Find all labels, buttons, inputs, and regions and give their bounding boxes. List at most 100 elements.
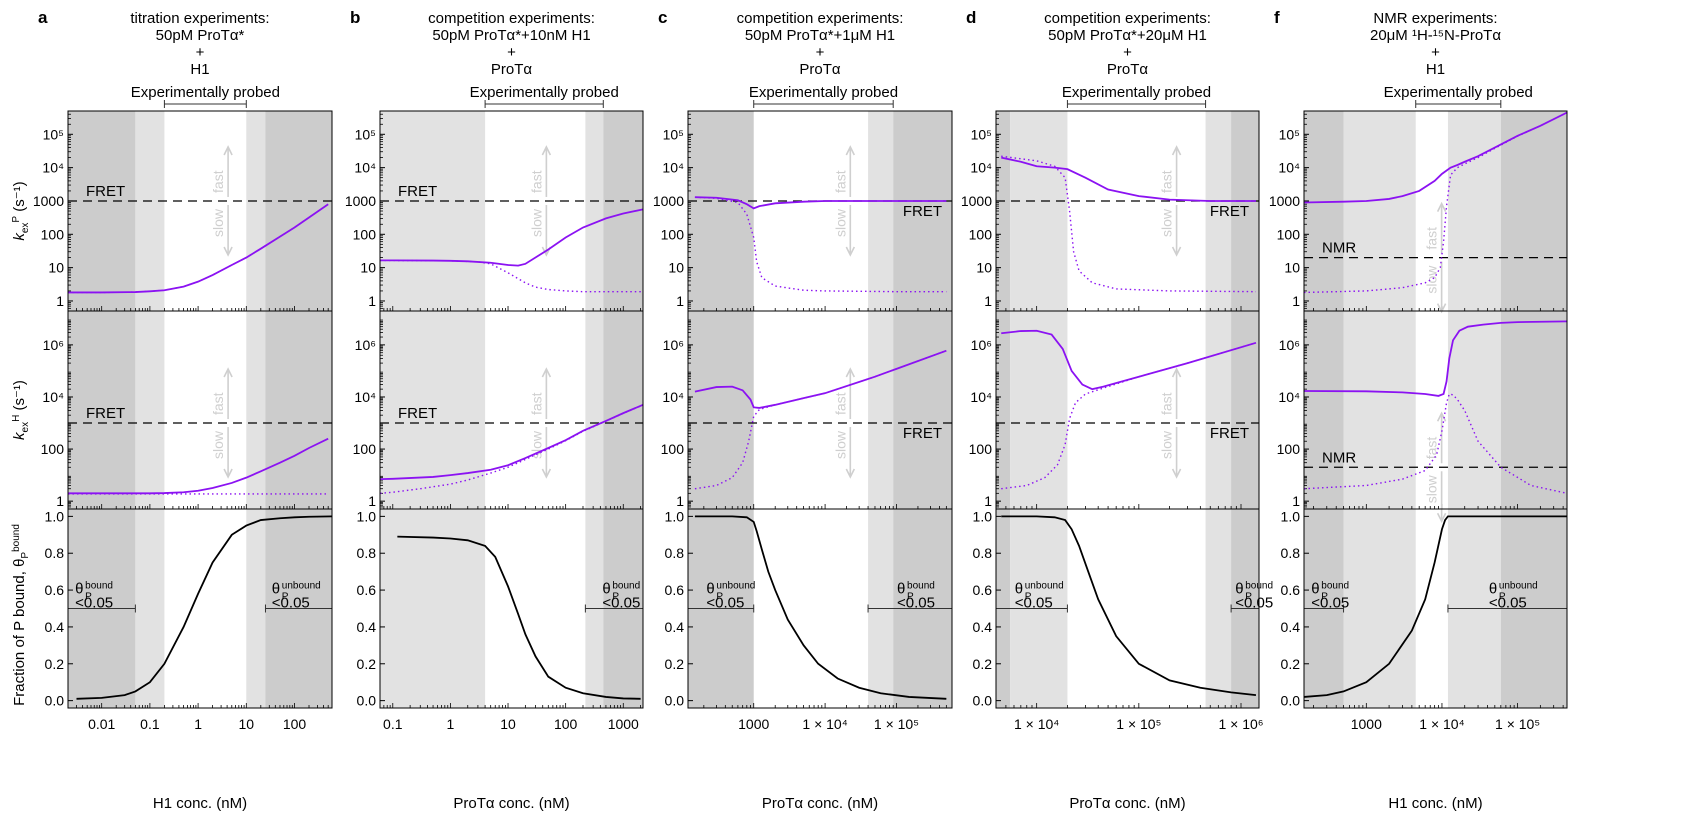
y-tick-label: 0.0	[973, 693, 993, 709]
y-tick-label: 10	[668, 260, 684, 276]
y-tick-label: 0.8	[665, 545, 685, 561]
y-tick-label: 0.6	[1281, 582, 1301, 598]
y-tick-label: 10⁴	[662, 160, 684, 176]
x-tick-label: 1	[447, 716, 455, 732]
y-tick-label: 10⁴	[970, 389, 992, 405]
slow-fast-indicator: fast slow	[1424, 201, 1447, 314]
y-tick-label: 10	[976, 260, 992, 276]
slow-fast-indicator: fast slow	[210, 145, 233, 257]
y-tick-label: 10	[1284, 260, 1300, 276]
probed-label: Experimentally probed	[1062, 84, 1211, 101]
panel-d: d competition experiments:50pM ProTα*+20μ…	[961, 8, 1273, 812]
y-tick-label: 100	[41, 441, 65, 457]
slow-arrowhead	[1436, 512, 1447, 524]
panel-title-line: 20μM ¹H-¹⁵N-ProTα	[1370, 27, 1501, 44]
y-tick-label: 10⁴	[354, 160, 376, 176]
x-tick-label: 1 × 10⁴	[1419, 716, 1464, 732]
series-line-dotted	[1304, 393, 1567, 495]
region-light	[246, 111, 266, 708]
y-tick-label: 10⁴	[354, 389, 376, 405]
y-tick-label: 1.0	[45, 508, 65, 524]
panel-title-line: ProTα	[799, 61, 841, 78]
panel-letter: d	[966, 8, 976, 27]
slow-label: slow	[1424, 474, 1440, 503]
panel-title-line: H1	[190, 61, 209, 78]
slow-label: slow	[832, 208, 848, 237]
panel-f: f NMR experiments:20μM ¹H-¹⁵N-ProTα+H1 Exp…	[1269, 8, 1568, 812]
panel-title-line: titration experiments:	[130, 10, 269, 27]
panel-title-line: competition experiments:	[428, 10, 595, 27]
slow-arrowhead	[1171, 246, 1182, 257]
fraction-line	[1304, 515, 1567, 698]
slow-fast-indicator: fast slow	[832, 367, 856, 479]
theta-superscript: unbound	[1499, 581, 1538, 592]
threshold-value: <0.05	[1235, 595, 1273, 612]
y-axis-label-kH: kexH (s⁻¹)	[11, 380, 31, 440]
y-tick-label: 1	[368, 493, 376, 509]
y-tick-label: 0.6	[357, 582, 377, 598]
region-light	[585, 111, 604, 708]
y-tick-label: 0.0	[357, 693, 377, 709]
y-tick-label: 10⁴	[970, 160, 992, 176]
panel-title-line: H1	[1426, 61, 1445, 78]
x-tick-label: 1 × 10⁶	[1218, 716, 1263, 732]
probed-bracket	[484, 100, 604, 108]
fast-label: fast	[210, 170, 226, 193]
series-line-dotted	[68, 203, 329, 294]
region-light	[1205, 111, 1232, 708]
panel-title-line: +	[1123, 44, 1132, 61]
region-light	[1447, 111, 1501, 708]
series-group	[76, 515, 332, 700]
y-tick-label: 100	[353, 441, 377, 457]
probed-bracket	[163, 100, 247, 108]
x-axis-label: ProTα conc. (nM)	[453, 795, 569, 812]
reference-label: NMR	[1322, 449, 1356, 466]
region-dark	[1304, 111, 1344, 708]
y-tick-label: 1	[984, 493, 992, 509]
theta-symbol: θ	[1311, 581, 1319, 598]
panel-title-line: 50pM ProTα*+1μM H1	[745, 27, 895, 44]
panel-title-line: +	[816, 44, 825, 61]
region-light	[1343, 111, 1416, 708]
y-tick-label: 10⁶	[355, 337, 376, 353]
panel-title-line: ProTα	[491, 61, 533, 78]
reference-label: FRET	[398, 405, 437, 422]
shaded-regions	[1304, 111, 1567, 708]
y-tick-label: 100	[41, 226, 65, 242]
y-tick-label: 0.6	[973, 582, 993, 598]
series-line-solid	[1001, 329, 1257, 391]
y-tick-label: 100	[1277, 226, 1301, 242]
x-tick-label: 1 × 10⁵	[1495, 716, 1540, 732]
probed-bracket	[753, 100, 894, 108]
panel-letter: f	[1274, 8, 1280, 27]
y-tick-label: 1	[676, 293, 684, 309]
threshold-value: <0.05	[1489, 595, 1527, 612]
slow-arrowhead	[845, 468, 856, 479]
reference-label: FRET	[1210, 425, 1249, 442]
theta-symbol: θ	[75, 581, 83, 598]
y-tick-label: 1000	[653, 193, 684, 209]
region-dark	[996, 111, 1011, 708]
fast-label: fast	[1159, 170, 1175, 193]
theta-subscript: P	[85, 592, 92, 603]
fast-label: fast	[528, 170, 544, 193]
slow-arrowhead	[223, 468, 233, 479]
x-tick-label: 1	[194, 716, 202, 732]
region-light	[135, 111, 165, 708]
slow-label: slow	[1159, 208, 1175, 237]
theta-symbol: θ	[1235, 581, 1243, 598]
probed-label: Experimentally probed	[470, 84, 619, 101]
theta-subscript: P	[612, 592, 619, 603]
reference-label: FRET	[398, 183, 437, 200]
subplot-kH: 1 100 10⁴ 10⁶ FRET fast slow	[969, 319, 1259, 509]
y-tick-label: 10⁵	[663, 126, 684, 142]
x-tick-label: 100	[554, 716, 578, 732]
series-group	[694, 196, 947, 293]
panel-frame	[687, 110, 953, 709]
probed-label: Experimentally probed	[1384, 84, 1533, 101]
